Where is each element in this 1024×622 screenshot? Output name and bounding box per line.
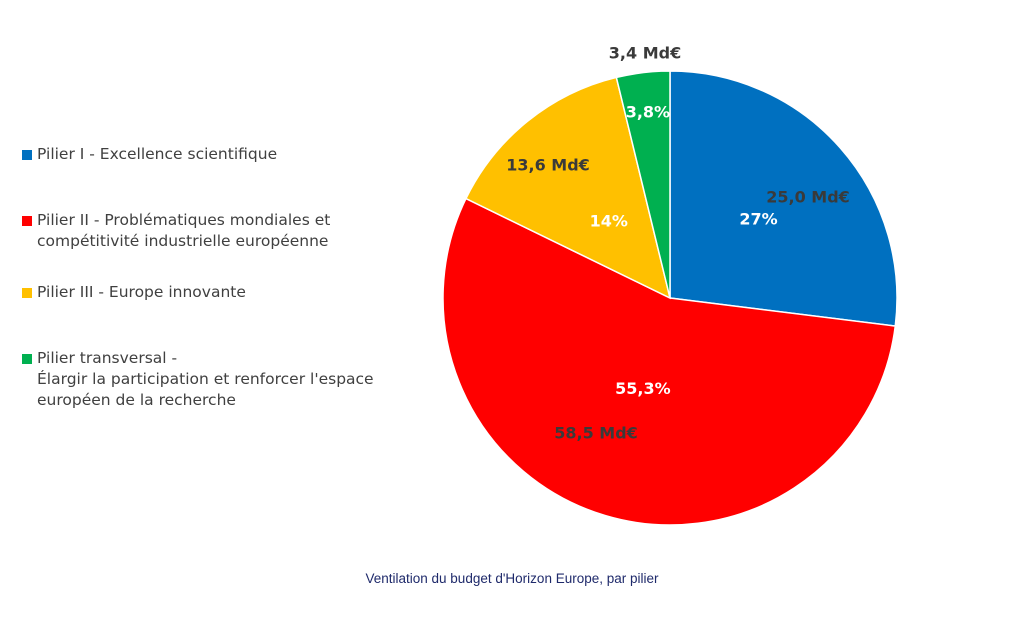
legend-item-pilier-transversal: Pilier transversal - Élargir la particip… bbox=[22, 348, 374, 411]
legend-item-pilier-3: Pilier III - Europe innovante bbox=[22, 282, 246, 303]
pie-percent-label-pilier-1: 27% bbox=[739, 209, 777, 228]
legend-item-pilier-1: Pilier I - Excellence scientifique bbox=[22, 144, 277, 165]
pie-slice-pilier-transversal bbox=[615, 70, 671, 299]
pie-slice-pilier-1 bbox=[669, 70, 898, 327]
pie-slice-pilier-3 bbox=[464, 76, 672, 300]
legend-label-pilier-transversal: Pilier transversal - Élargir la particip… bbox=[37, 349, 374, 409]
legend-item-pilier-2: Pilier II - Problématiques mondiales et … bbox=[22, 210, 330, 252]
legend-swatch-pilier-3 bbox=[22, 288, 32, 298]
pie-slice-pilier-2 bbox=[442, 197, 897, 526]
pie-percent-label-pilier-3: 14% bbox=[590, 212, 628, 231]
legend-label-pilier-2: Pilier II - Problématiques mondiales et … bbox=[37, 211, 331, 250]
legend-label-pilier-1: Pilier I - Excellence scientifique bbox=[37, 145, 278, 163]
legend-swatch-pilier-2 bbox=[22, 216, 32, 226]
chart-caption: Ventilation du budget d'Horizon Europe, … bbox=[365, 571, 659, 586]
pie-amount-label-pilier-1: 25,0 Md€ bbox=[766, 188, 850, 207]
pie-amount-label-pilier-transversal: 3,4 Md€ bbox=[609, 44, 681, 63]
pie-amount-label-pilier-3: 13,6 Md€ bbox=[506, 156, 590, 175]
pie-percent-label-pilier-transversal: 3,8% bbox=[626, 103, 670, 122]
pie-percent-label-pilier-2: 55,3% bbox=[615, 379, 671, 398]
legend-swatch-pilier-transversal bbox=[22, 354, 32, 364]
pie-amount-label-pilier-2: 58,5 Md€ bbox=[554, 424, 638, 443]
legend-label-pilier-3: Pilier III - Europe innovante bbox=[37, 283, 246, 301]
legend-swatch-pilier-1 bbox=[22, 150, 32, 160]
